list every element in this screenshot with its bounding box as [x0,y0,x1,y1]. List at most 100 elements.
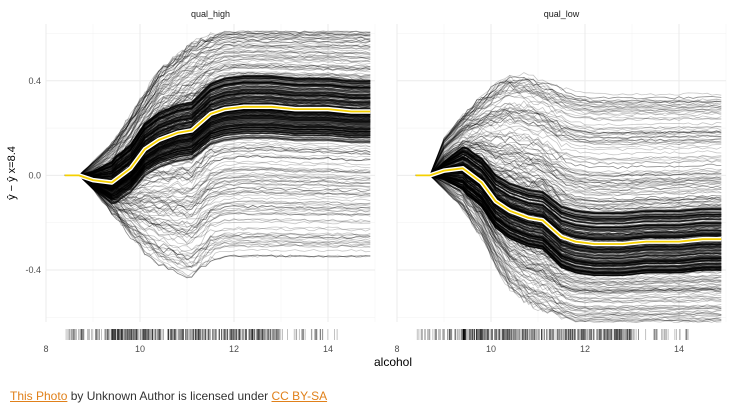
ice-line [64,94,371,178]
ice-line [415,148,722,216]
ice-line [415,134,722,176]
ice-line [415,174,722,309]
ice-line [415,140,722,178]
ice-line [415,174,722,323]
ice-line [415,174,722,323]
ice-line [415,174,722,314]
ice-line [64,100,371,180]
ice-line [64,81,371,176]
ice-line [415,145,722,188]
ice-line [415,174,722,292]
ice-line [415,174,722,299]
ice-line [64,174,371,251]
ice-line [415,79,722,176]
ice-line [415,174,722,293]
x-tick-label: 10 [135,344,145,354]
ice-line [415,82,722,176]
ice-line [64,62,371,176]
y-axis-label: ŷ − ŷ x=8.4 [6,146,18,200]
facet-qual_low: qual_low 8 10 12 14 [394,9,727,354]
ice-line [64,33,371,176]
ice-line [64,45,371,176]
ice-line [64,131,371,200]
ice-line [64,174,371,235]
ice-line [415,174,722,320]
ice-line [415,164,722,241]
facet-qual_high: qual_high 8 10 12 14 [43,9,376,354]
ice-line [64,174,371,265]
ice-line [415,138,722,176]
photo-link[interactable]: This Photo [10,389,68,403]
ice-line [64,174,371,239]
ice-line [415,174,722,319]
ice-line [415,174,722,300]
ice-line [415,155,722,227]
ice-line [64,36,371,176]
ice-line [64,174,371,279]
ice-line [415,140,722,177]
ice-line [415,126,722,176]
ice-line [64,35,371,176]
ice-line [64,119,371,193]
y-tick-label: 0.4 [28,76,41,86]
ice-line [415,174,722,316]
ice-line [64,174,371,203]
ice-line [64,174,371,258]
ice-line [64,124,371,196]
ice-line [415,85,722,176]
ice-line [415,108,722,176]
ice-line [64,53,371,176]
ice-line [64,49,371,176]
ice-line [415,174,722,324]
ice-line [415,174,722,309]
ice-line [64,43,371,176]
ice-line [64,90,371,177]
ice-line [415,109,722,176]
ice-line [64,112,371,188]
ice-line [64,174,371,268]
ice-line [64,174,371,260]
ice-line [415,170,722,250]
ice-line [415,140,722,176]
ice-line [64,42,371,176]
ice-line [64,96,371,178]
ice-line [415,130,722,176]
ice-line [415,91,722,176]
ice-line [64,43,371,176]
ice-line [415,76,722,176]
ice-line [415,74,722,176]
ice-line [64,174,371,235]
ice-line [64,93,371,177]
license-link[interactable]: CC BY-SA [271,389,328,403]
ice-line [415,117,722,176]
ice-line [415,174,722,301]
ice-line [415,108,722,176]
ice-line [415,174,722,294]
ice-line [415,106,722,176]
ice-line [415,174,722,310]
ice-line [64,174,371,256]
ice-line [415,172,722,253]
ice-line [64,129,371,199]
ice-line [415,116,722,176]
ice-line [415,174,722,311]
ice-line [64,174,371,261]
ice-line [415,111,722,176]
ice-line [415,174,722,311]
ice-line [415,145,722,188]
ice-line [415,160,722,234]
rug [65,329,338,340]
ice-line [415,88,722,176]
ice-line [415,174,722,318]
x-tick-label: 14 [323,344,333,354]
ice-line [415,152,722,222]
ice-line [64,32,371,176]
ice-line [415,117,722,176]
ice-line [64,57,371,176]
x-tick-label: 14 [674,344,684,354]
ice-line [415,95,722,176]
ice-line [415,174,722,297]
ice-line [64,76,371,176]
ice-line [415,174,722,295]
ice-line [415,173,722,256]
